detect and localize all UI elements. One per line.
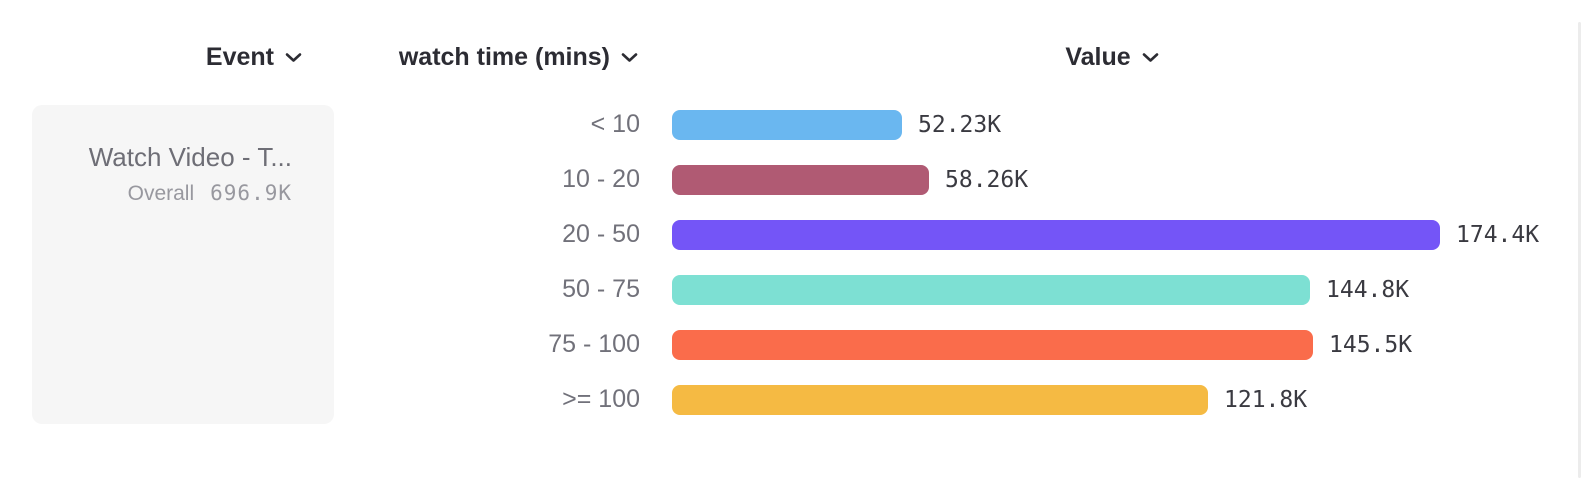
- chevron-down-icon: [285, 52, 302, 63]
- bar-row: < 10 52.23K: [334, 97, 1584, 152]
- breakdown-column-header-label: watch time (mins): [398, 43, 610, 71]
- event-column: Watch Video - T... Overall 696.9K: [0, 97, 334, 424]
- chart-body: Watch Video - T... Overall 696.9K < 10 52…: [0, 97, 1584, 427]
- bar-segment[interactable]: [672, 384, 1208, 415]
- bar-category-label: 50 - 75: [562, 275, 640, 303]
- bar-track: 174.4K: [640, 219, 1584, 250]
- bar-category-label: 10 - 20: [562, 165, 640, 193]
- bar-category-label: 20 - 50: [562, 220, 640, 248]
- overall-label: Overall: [127, 182, 195, 205]
- bar-segment[interactable]: [672, 109, 902, 140]
- chevron-down-icon: [1142, 52, 1159, 63]
- overall-value: 696.9K: [210, 181, 292, 205]
- bar-value-label: 58.26K: [945, 166, 1029, 193]
- bar-category-label: < 10: [590, 110, 640, 138]
- bar-row: 50 - 75 144.8K: [334, 262, 1584, 317]
- event-column-header-label: Event: [205, 43, 274, 71]
- bar-track: 145.5K: [640, 329, 1584, 360]
- chevron-down-icon: [621, 52, 638, 63]
- event-overall-row: Overall 696.9K: [52, 181, 292, 206]
- breakdown-column-header[interactable]: watch time (mins): [334, 43, 640, 72]
- bar-track: 52.23K: [640, 109, 1584, 140]
- bar-track: 58.26K: [640, 164, 1584, 195]
- value-column-header[interactable]: Value: [640, 43, 1584, 72]
- bar-value-label: 174.4K: [1456, 221, 1540, 248]
- event-title: Watch Video - T...: [88, 142, 292, 172]
- bar-row: >= 100 121.8K: [334, 372, 1584, 427]
- bar-row: 10 - 20 58.26K: [334, 152, 1584, 207]
- bar-segment[interactable]: [672, 219, 1440, 250]
- bar-track: 144.8K: [640, 274, 1584, 305]
- bar-row: 75 - 100 145.5K: [334, 317, 1584, 372]
- bar-segment[interactable]: [672, 274, 1310, 305]
- bar-track: 121.8K: [640, 384, 1584, 415]
- bar-category-label: 75 - 100: [548, 330, 640, 358]
- bar-segment[interactable]: [672, 164, 929, 195]
- column-headers: Event watch time (mins) Value: [0, 0, 1584, 97]
- bar-value-label: 121.8K: [1224, 386, 1308, 413]
- event-column-header[interactable]: Event: [0, 43, 334, 72]
- bar-segment[interactable]: [672, 329, 1313, 360]
- event-card[interactable]: Watch Video - T... Overall 696.9K: [32, 105, 334, 424]
- bar-value-label: 145.5K: [1329, 331, 1413, 358]
- scrollbar[interactable]: [1578, 22, 1581, 478]
- bar-value-label: 144.8K: [1326, 276, 1410, 303]
- value-column-header-label: Value: [1065, 43, 1131, 71]
- bar-category-label: >= 100: [562, 385, 640, 413]
- bar-rows: < 10 52.23K 10 - 20 58.26K 20 - 50 174.4…: [334, 97, 1584, 427]
- bar-row: 20 - 50 174.4K: [334, 207, 1584, 262]
- bar-value-label: 52.23K: [918, 111, 1002, 138]
